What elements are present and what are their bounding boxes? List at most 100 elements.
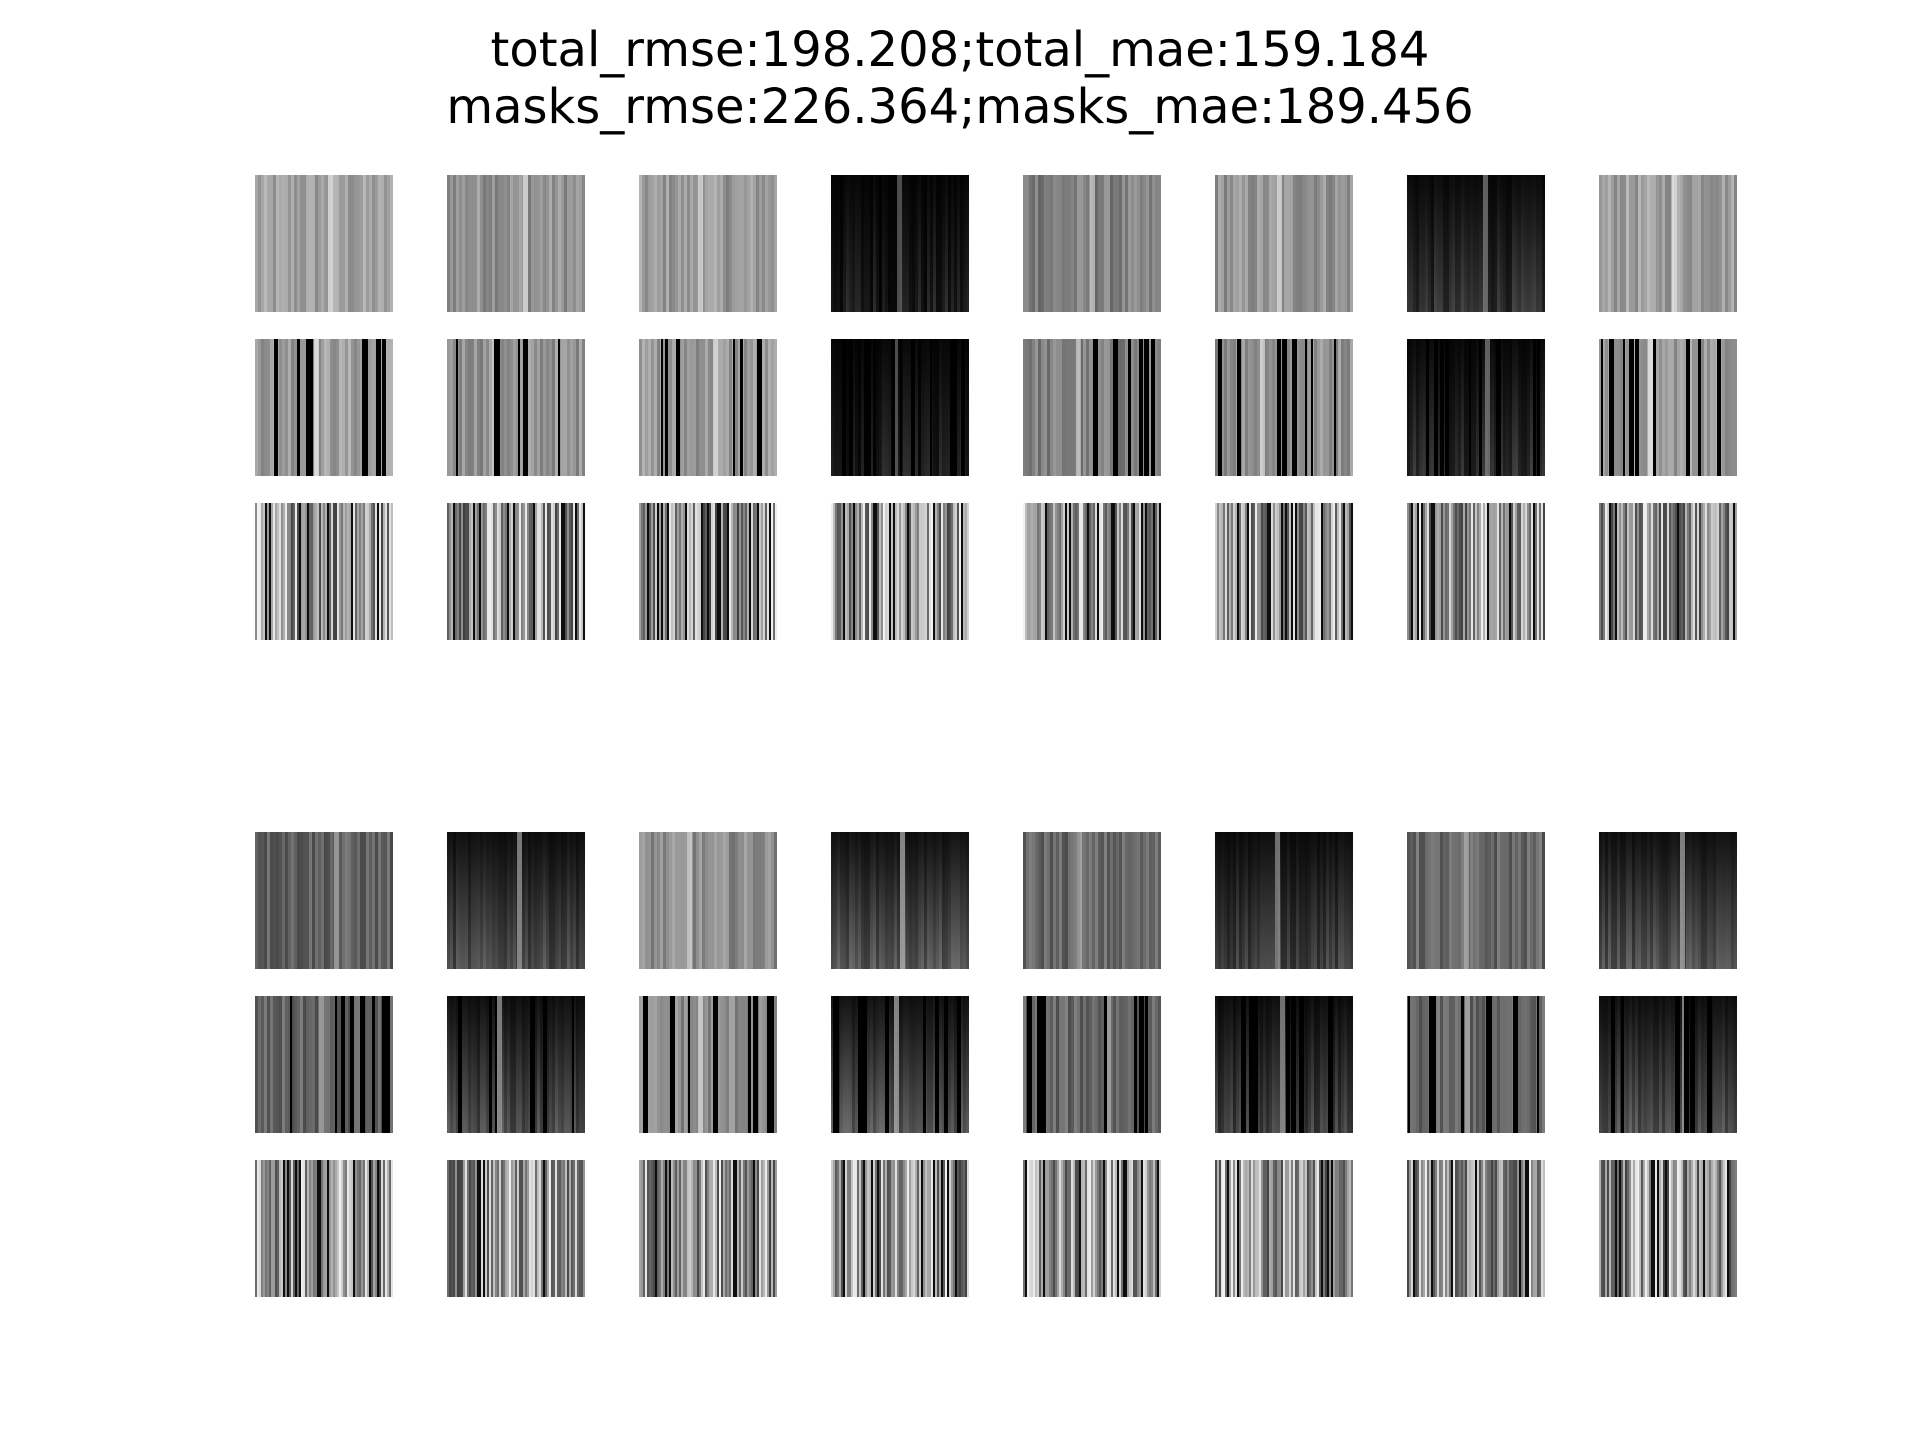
panel-reconstruction-b1-c2 xyxy=(447,503,585,640)
panel-masked-b2-c2 xyxy=(447,996,585,1133)
panel-image xyxy=(1407,503,1545,640)
panel-image xyxy=(1599,1160,1737,1297)
panel-image xyxy=(1407,175,1545,312)
panel-original-b2-c6 xyxy=(1215,832,1353,969)
panel-image xyxy=(831,1160,969,1297)
panel-image xyxy=(639,175,777,312)
panel-reconstruction-b2-c8 xyxy=(1599,1160,1737,1297)
panel-image xyxy=(1599,175,1737,312)
panel-reconstruction-b2-c5 xyxy=(1023,1160,1161,1297)
panel-image xyxy=(831,175,969,312)
panel-image xyxy=(1407,339,1545,476)
panel-masked-b2-c1 xyxy=(255,996,393,1133)
title-line-1: total_rmse:198.208;total_mae:159.184 xyxy=(490,22,1430,78)
panel-image xyxy=(1023,339,1161,476)
panel-original-b1-c8 xyxy=(1599,175,1737,312)
panel-image xyxy=(1599,339,1737,476)
panel-reconstruction-b2-c1 xyxy=(255,1160,393,1297)
panel-image xyxy=(1023,996,1161,1133)
panel-reconstruction-b2-c4 xyxy=(831,1160,969,1297)
panel-original-b1-c3 xyxy=(639,175,777,312)
panel-original-b1-c1 xyxy=(255,175,393,312)
panel-image xyxy=(831,339,969,476)
panel-masked-b2-c6 xyxy=(1215,996,1353,1133)
title-line-2: masks_rmse:226.364;masks_mae:189.456 xyxy=(446,79,1474,135)
panel-image xyxy=(1023,832,1161,969)
panel-original-b1-c6 xyxy=(1215,175,1353,312)
panel-masked-b1-c8 xyxy=(1599,339,1737,476)
panel-image xyxy=(255,339,393,476)
panel-image xyxy=(447,1160,585,1297)
panel-image xyxy=(1215,832,1353,969)
panel-image xyxy=(255,175,393,312)
panel-original-b2-c2 xyxy=(447,832,585,969)
panel-masked-b1-c6 xyxy=(1215,339,1353,476)
panel-image xyxy=(1215,503,1353,640)
panel-reconstruction-b1-c6 xyxy=(1215,503,1353,640)
panel-image xyxy=(447,503,585,640)
panel-image xyxy=(255,996,393,1133)
panel-image xyxy=(639,503,777,640)
panel-original-b1-c7 xyxy=(1407,175,1545,312)
panel-reconstruction-b1-c5 xyxy=(1023,503,1161,640)
panel-masked-b1-c3 xyxy=(639,339,777,476)
panel-image xyxy=(447,175,585,312)
panel-image xyxy=(1599,832,1737,969)
panel-reconstruction-b1-c8 xyxy=(1599,503,1737,640)
panel-reconstruction-b2-c6 xyxy=(1215,1160,1353,1297)
panel-masked-b1-c5 xyxy=(1023,339,1161,476)
panel-image xyxy=(639,832,777,969)
panel-masked-b2-c8 xyxy=(1599,996,1737,1133)
panel-original-b1-c4 xyxy=(831,175,969,312)
panel-image xyxy=(1407,832,1545,969)
panel-image xyxy=(1215,339,1353,476)
panel-image xyxy=(255,503,393,640)
panel-image xyxy=(1599,503,1737,640)
panel-image xyxy=(447,339,585,476)
panel-masked-b2-c4 xyxy=(831,996,969,1133)
panel-masked-b1-c1 xyxy=(255,339,393,476)
panel-original-b2-c4 xyxy=(831,832,969,969)
panel-image xyxy=(1023,175,1161,312)
panel-image xyxy=(447,996,585,1133)
panel-image xyxy=(639,996,777,1133)
panel-reconstruction-b1-c7 xyxy=(1407,503,1545,640)
panel-image xyxy=(255,1160,393,1297)
panel-reconstruction-b1-c3 xyxy=(639,503,777,640)
panel-masked-b2-c3 xyxy=(639,996,777,1133)
panel-image xyxy=(255,832,393,969)
panel-masked-b2-c5 xyxy=(1023,996,1161,1133)
panel-image xyxy=(831,832,969,969)
panel-image xyxy=(1023,1160,1161,1297)
panel-original-b2-c7 xyxy=(1407,832,1545,969)
panel-image xyxy=(1407,996,1545,1133)
panel-reconstruction-b1-c1 xyxy=(255,503,393,640)
panel-image xyxy=(1407,1160,1545,1297)
panel-original-b1-c2 xyxy=(447,175,585,312)
panel-image xyxy=(1215,996,1353,1133)
panel-image xyxy=(1215,1160,1353,1297)
panel-reconstruction-b1-c4 xyxy=(831,503,969,640)
panel-masked-b1-c2 xyxy=(447,339,585,476)
panel-image xyxy=(1215,175,1353,312)
panel-reconstruction-b2-c2 xyxy=(447,1160,585,1297)
panel-original-b2-c5 xyxy=(1023,832,1161,969)
panel-reconstruction-b2-c3 xyxy=(639,1160,777,1297)
panel-image xyxy=(1599,996,1737,1133)
panel-reconstruction-b2-c7 xyxy=(1407,1160,1545,1297)
panel-image xyxy=(831,996,969,1133)
panel-original-b2-c3 xyxy=(639,832,777,969)
panel-image xyxy=(831,503,969,640)
panel-masked-b2-c7 xyxy=(1407,996,1545,1133)
panel-masked-b1-c7 xyxy=(1407,339,1545,476)
panel-original-b1-c5 xyxy=(1023,175,1161,312)
figure-title: total_rmse:198.208;total_mae:159.184 mas… xyxy=(0,22,1920,136)
panel-image xyxy=(1023,503,1161,640)
panel-masked-b1-c4 xyxy=(831,339,969,476)
panel-image xyxy=(447,832,585,969)
panel-image xyxy=(639,1160,777,1297)
panel-original-b2-c1 xyxy=(255,832,393,969)
panel-image xyxy=(639,339,777,476)
panel-original-b2-c8 xyxy=(1599,832,1737,969)
